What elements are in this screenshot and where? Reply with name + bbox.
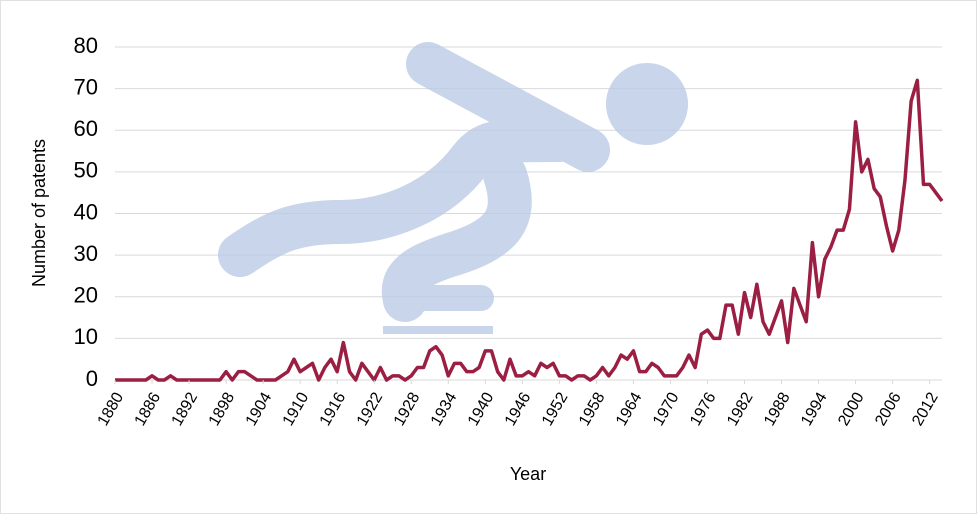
y-tick-label: 0 bbox=[86, 366, 98, 391]
series-line bbox=[115, 78, 944, 382]
grid bbox=[115, 46, 942, 381]
y-tick-label: 70 bbox=[74, 74, 98, 99]
y-tick-label: 10 bbox=[74, 324, 98, 349]
y-tick-label: 20 bbox=[74, 283, 98, 308]
skater-watermark bbox=[218, 42, 688, 334]
x-axis-label: Year bbox=[510, 464, 546, 484]
y-tick-label: 60 bbox=[74, 116, 98, 141]
y-axis-label: Number of patents bbox=[29, 139, 49, 287]
y-tick-label: 40 bbox=[74, 199, 98, 224]
y-tick-label: 30 bbox=[74, 241, 98, 266]
y-tick-label: 50 bbox=[74, 158, 98, 183]
y-tick-label: 80 bbox=[74, 33, 98, 58]
plot bbox=[115, 78, 944, 382]
